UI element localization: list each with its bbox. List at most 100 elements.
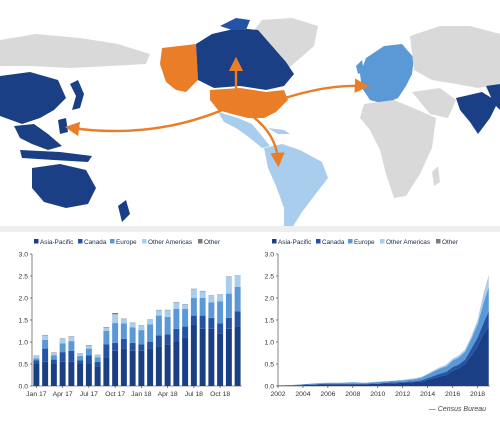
- legend-label-2: Europe: [116, 239, 137, 246]
- bar-3-21: [217, 294, 224, 302]
- y-tick-label-4: 2.0: [265, 295, 275, 302]
- bar-0-10: [120, 348, 127, 386]
- bar-0-13: [147, 348, 154, 386]
- bar-3-15: [164, 310, 171, 317]
- bar-0-16: [173, 342, 180, 386]
- bar-3-18: [190, 289, 197, 298]
- arrow-to-south-america: [251, 115, 285, 168]
- bar-3-2: [50, 353, 57, 356]
- bar-1-10: [120, 338, 127, 349]
- bar-2-16: [173, 309, 180, 329]
- y-tick-label-3: 1.5: [19, 317, 29, 324]
- world-map-svg: [0, 18, 500, 232]
- bar-2-10: [120, 323, 127, 339]
- bar-3-16: [173, 302, 180, 309]
- bar-2-17: [182, 309, 189, 327]
- bar-1-13: [147, 342, 154, 349]
- bar-1-15: [164, 334, 171, 345]
- antarctica-shape: [0, 226, 500, 232]
- bar-3-7: [94, 355, 101, 358]
- bar-3-17: [182, 304, 189, 309]
- bar-1-1: [42, 348, 49, 362]
- bar-2-21: [217, 301, 224, 324]
- bar-0-18: [190, 324, 197, 386]
- y-tick-label-1: 0.5: [265, 361, 275, 368]
- bar-3-3: [59, 338, 66, 344]
- bar-3-0: [33, 356, 40, 359]
- x-tick-label-7: 2016: [445, 391, 460, 398]
- legend-swatch-2: [110, 239, 115, 244]
- bar-3-8: [103, 327, 110, 331]
- bar-3-13: [147, 320, 154, 325]
- y-tick-label-6: 3.0: [19, 251, 29, 258]
- bar-1-4: [68, 350, 75, 362]
- bar-0-7: [94, 366, 101, 386]
- bar-3-6: [85, 345, 92, 349]
- bar-0-3: [59, 361, 66, 386]
- bar-3-14: [155, 310, 162, 316]
- x-tick-label-1: Apr 17: [53, 391, 73, 398]
- bar-0-23: [234, 326, 241, 386]
- bar-0-0: [33, 364, 40, 386]
- east-asia-right-shape: [486, 84, 500, 110]
- bar-2-8: [103, 331, 110, 345]
- middle-east-shape: [412, 88, 456, 118]
- bar-0-1: [42, 361, 49, 386]
- y-tick-label-5: 2.5: [265, 273, 275, 280]
- bar-1-23: [234, 311, 241, 327]
- bar-2-22: [225, 293, 232, 318]
- bar-3-12: [138, 325, 145, 331]
- long-run-exports-chart-svg: Asia-Pacific Canada Europe Other Americas Ot…: [265, 239, 490, 398]
- bar-1-0: [33, 360, 40, 364]
- y-tick-label-3: 1.5: [265, 317, 275, 324]
- legend-label-0: Asia-Pacific: [278, 239, 312, 246]
- legend-swatch-3: [380, 239, 385, 244]
- bar-3-20: [208, 295, 215, 303]
- bar-4-9: [112, 312, 119, 315]
- x-tick-label-4: 2010: [370, 391, 385, 398]
- x-tick-label-6: 2014: [420, 391, 435, 398]
- monthly-exports-chart-svg: Asia-Pacific Canada Europe Other Americas Ot…: [19, 239, 242, 398]
- japan-shape: [70, 80, 84, 110]
- area-series-0: [278, 326, 489, 386]
- bar-0-17: [182, 337, 189, 386]
- x-tick-label-6: Jul 18: [185, 391, 203, 398]
- legend-swatch-3: [142, 239, 147, 244]
- bar-2-23: [234, 287, 241, 312]
- x-tick-label-0: Jan 17: [26, 391, 47, 398]
- legend-label-3: Other Americas: [148, 239, 192, 246]
- bar-2-20: [208, 302, 215, 318]
- bar-2-0: [33, 358, 40, 361]
- bar-3-1: [42, 335, 49, 340]
- bar-2-3: [59, 343, 66, 353]
- x-tick-label-7: Oct 18: [210, 391, 230, 398]
- bar-2-12: [138, 330, 145, 345]
- bar-0-11: [129, 350, 136, 386]
- bar-1-3: [59, 352, 66, 362]
- caribbean-shape: [268, 128, 290, 134]
- southeast-asia-shape: [14, 124, 62, 150]
- bar-2-6: [85, 348, 92, 356]
- bar-1-17: [182, 326, 189, 338]
- x-tick-label-0: 2002: [270, 391, 285, 398]
- bar-0-8: [103, 357, 110, 386]
- canada-shape: [196, 28, 294, 90]
- russia-left-shape: [0, 34, 150, 68]
- x-tick-label-4: Jan 18: [131, 391, 152, 398]
- bar-1-5: [77, 360, 84, 364]
- bar-3-23: [234, 276, 241, 287]
- africa-shape: [360, 100, 436, 198]
- bar-1-12: [138, 344, 145, 351]
- russia-right-shape: [410, 26, 500, 88]
- europe-shape: [360, 44, 414, 104]
- new-zealand-shape: [118, 200, 130, 222]
- legend-label-0: Asia-Pacific: [40, 239, 74, 246]
- australia-shape: [32, 164, 96, 208]
- greenland-shape: [248, 18, 318, 72]
- bar-0-9: [112, 350, 119, 386]
- bar-2-15: [164, 316, 171, 335]
- bar-1-18: [190, 315, 197, 325]
- y-tick-label-0: 0.0: [265, 383, 275, 390]
- bar-1-16: [173, 328, 180, 342]
- bar-2-11: [129, 327, 136, 343]
